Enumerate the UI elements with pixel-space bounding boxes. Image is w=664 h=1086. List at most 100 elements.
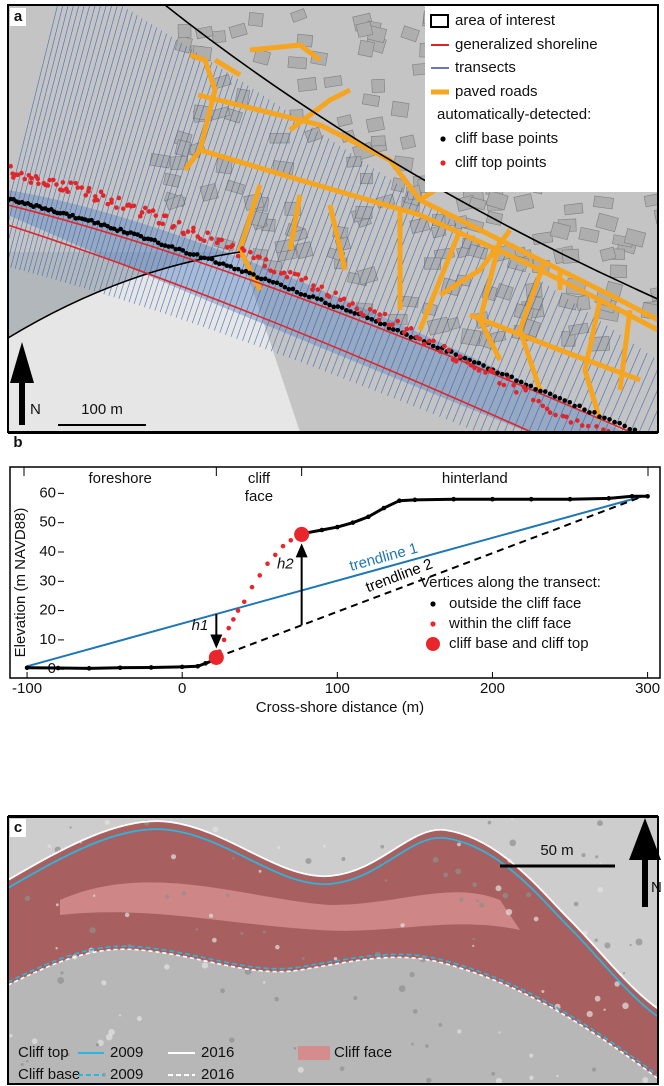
x-tick-label: -100 xyxy=(12,680,42,697)
cliff-top-point xyxy=(465,360,470,365)
cliff-base-point xyxy=(279,282,284,287)
vertex xyxy=(335,525,340,530)
vertex xyxy=(195,664,200,669)
cliff-base-point xyxy=(307,295,312,300)
cliff-base-point xyxy=(607,417,612,422)
cliff-top-point xyxy=(186,229,191,234)
cliff-base-point xyxy=(572,404,577,409)
cliff-top-point xyxy=(66,189,71,194)
cliff-base-point xyxy=(378,322,383,327)
building xyxy=(461,329,481,346)
texture xyxy=(202,962,208,968)
texture xyxy=(443,872,448,877)
y-tick-label: 40 xyxy=(39,543,56,560)
cliff-base-point xyxy=(514,378,519,383)
cliff-base-point xyxy=(195,252,200,257)
texture xyxy=(209,914,213,918)
texture xyxy=(108,1029,115,1036)
texture xyxy=(274,997,279,1002)
texture xyxy=(541,990,544,993)
cliff-top-point xyxy=(377,312,382,317)
cliff-top-point xyxy=(296,272,301,277)
building xyxy=(248,12,263,26)
cliff-top-point xyxy=(316,287,321,292)
arrow-label: h2 xyxy=(277,555,294,572)
cliff-top-point xyxy=(225,245,230,250)
cliff-top-point xyxy=(68,180,73,185)
texture xyxy=(476,899,479,902)
cliff-top-point xyxy=(132,203,137,208)
texture xyxy=(433,857,439,863)
cliff-top-point xyxy=(361,313,366,318)
cliff-base-point xyxy=(344,308,349,313)
texture xyxy=(636,938,643,945)
texture xyxy=(399,985,406,992)
texture xyxy=(587,1011,593,1017)
texture xyxy=(48,844,52,848)
vertex xyxy=(273,553,278,558)
x-tick-label: 0 xyxy=(178,680,186,697)
texture xyxy=(491,1072,495,1076)
legend-label: transects xyxy=(455,59,516,76)
texture xyxy=(473,938,475,940)
north-arrow xyxy=(642,857,648,907)
cliff-top-point xyxy=(236,254,241,259)
vertex xyxy=(645,494,650,499)
cliff-top-point xyxy=(514,390,519,395)
texture xyxy=(232,857,235,860)
cliff-base-point xyxy=(299,292,304,297)
page: {"panels": [ {"label": "a", "legend": ["… xyxy=(0,0,664,1086)
cliff-base-point xyxy=(509,374,514,379)
texture xyxy=(60,971,63,974)
cliff-base-point xyxy=(622,424,627,429)
texture xyxy=(340,1066,345,1071)
building xyxy=(400,135,416,150)
texture xyxy=(165,895,169,899)
legend-label: 2016 xyxy=(201,1066,234,1083)
cliff-top-point xyxy=(569,420,574,425)
cliff-base-point xyxy=(454,352,459,357)
legend-label: Cliff face xyxy=(334,1044,392,1061)
building xyxy=(371,136,385,146)
vertex xyxy=(226,626,231,631)
texture xyxy=(171,854,176,859)
x-tick-label: 100 xyxy=(325,680,350,697)
legend-icon xyxy=(440,160,445,165)
vertex xyxy=(231,617,236,622)
cliff-top-point xyxy=(35,177,40,182)
cliff-base-point xyxy=(331,305,336,310)
cliff-base-point xyxy=(395,328,400,333)
cliff-base-point xyxy=(533,387,538,392)
cliff-base-point xyxy=(558,396,563,401)
cliff-top-point xyxy=(310,287,315,292)
cliff-top-point xyxy=(36,181,41,186)
texture xyxy=(57,977,64,984)
vertex xyxy=(382,506,387,511)
cliff-base-point xyxy=(287,287,292,292)
cliff-top-point xyxy=(580,423,585,428)
texture xyxy=(137,1016,142,1021)
vertex xyxy=(265,561,270,566)
cliff-base-point xyxy=(340,305,345,310)
legend-title: Vertices along the transect: xyxy=(420,574,601,591)
texture xyxy=(413,1009,418,1014)
building xyxy=(298,77,317,91)
cliff-top-point xyxy=(164,214,169,219)
texture xyxy=(502,893,508,899)
building xyxy=(324,76,342,88)
cliff-base-point xyxy=(303,293,308,298)
cliff-base-point xyxy=(275,280,280,285)
texture xyxy=(96,1043,99,1046)
texture xyxy=(298,1067,304,1073)
cliff-top-point xyxy=(575,418,580,423)
y-tick-label: 50 xyxy=(39,514,56,531)
texture xyxy=(212,938,217,943)
cliff-base-point xyxy=(409,335,414,340)
texture xyxy=(472,882,477,887)
texture xyxy=(69,826,71,828)
vertex xyxy=(607,496,612,501)
cliff-top-point xyxy=(383,312,388,317)
texture xyxy=(302,957,305,960)
legend-icon xyxy=(440,136,445,141)
texture xyxy=(212,826,218,832)
